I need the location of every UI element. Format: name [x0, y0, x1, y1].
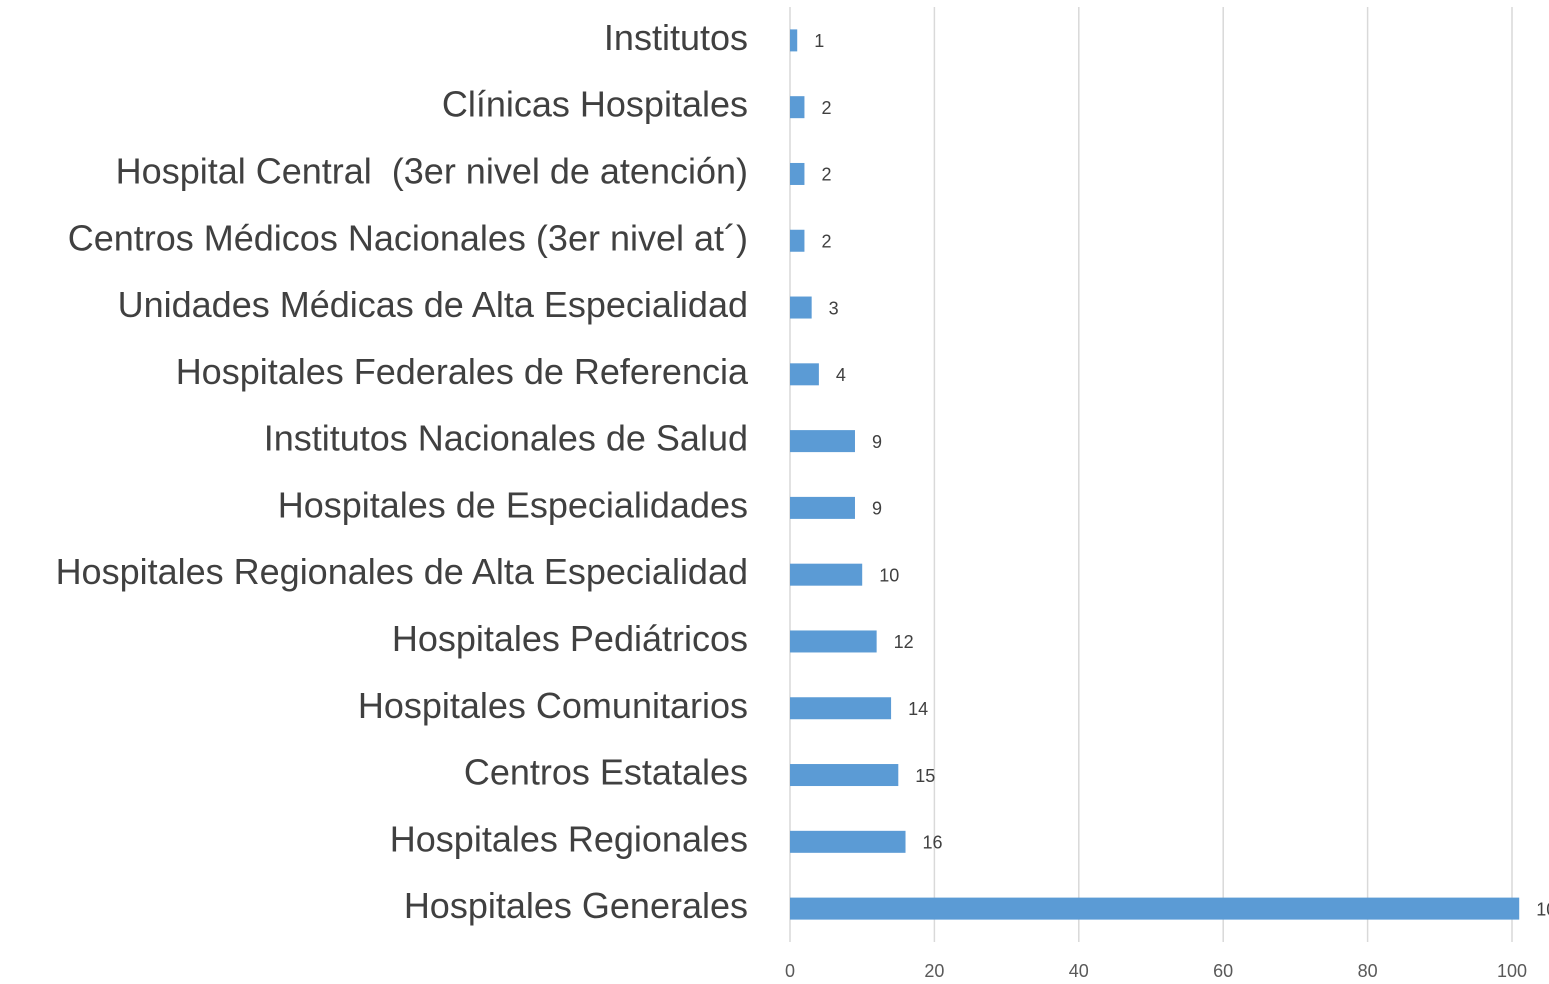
- bar: [790, 229, 805, 252]
- data-label: 16: [923, 833, 943, 853]
- category-label: Clínicas Hospitales: [442, 84, 748, 125]
- category-label: Hospitales de Especialidades: [278, 484, 748, 525]
- x-tick-label: 40: [1069, 961, 1089, 981]
- category-label: Hospitales Regionales: [390, 818, 748, 859]
- x-tick-label: 60: [1213, 961, 1233, 981]
- category-label: Hospitales Comunitarios: [358, 685, 748, 726]
- bar: [790, 96, 805, 119]
- category-label: Hospitales Generales: [404, 885, 748, 926]
- data-label: 101: [1536, 899, 1549, 919]
- data-label: 4: [836, 365, 846, 385]
- bar: [790, 630, 877, 653]
- x-tick-label: 80: [1358, 961, 1378, 981]
- data-label: 15: [915, 766, 935, 786]
- bar: [790, 563, 863, 586]
- category-label: Hospitales Regionales de Alta Especialid…: [56, 551, 748, 592]
- category-label: Centros Estatales: [464, 752, 748, 793]
- data-label: 9: [872, 432, 882, 452]
- bar: [790, 162, 805, 185]
- category-label: Hospital Central (3er nivel de atención): [116, 150, 748, 191]
- data-label: 9: [872, 499, 882, 519]
- data-label: 12: [894, 632, 914, 652]
- bar: [790, 496, 855, 519]
- data-label: 2: [821, 165, 831, 185]
- bar: [790, 697, 892, 720]
- data-label: 14: [908, 699, 928, 719]
- bar: [790, 363, 819, 386]
- data-label: 3: [829, 298, 839, 318]
- data-label: 2: [821, 98, 831, 118]
- bar: [790, 830, 906, 853]
- bar: [790, 296, 812, 319]
- category-label: Centros Médicos Nacionales (3er nivel at…: [68, 217, 748, 258]
- data-label: 10: [879, 565, 899, 585]
- bar: [790, 764, 899, 787]
- bar: [790, 430, 855, 453]
- category-label: Institutos Nacionales de Salud: [264, 418, 748, 459]
- x-tick-label: 0: [785, 961, 795, 981]
- data-label: 1: [814, 31, 824, 51]
- category-label: Hospitales Pediátricos: [392, 618, 748, 659]
- bar: [790, 897, 1520, 920]
- x-tick-label: 20: [924, 961, 944, 981]
- x-tick-label: 100: [1497, 961, 1527, 981]
- bar: [790, 29, 798, 52]
- data-label: 2: [821, 232, 831, 252]
- category-label: Hospitales Federales de Referencia: [176, 351, 749, 392]
- category-label: Unidades Médicas de Alta Especialidad: [118, 284, 748, 325]
- category-label: Institutos: [604, 17, 748, 58]
